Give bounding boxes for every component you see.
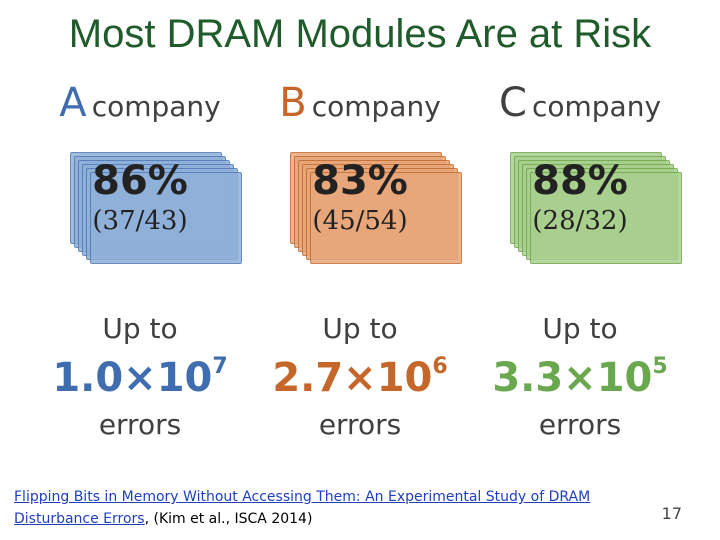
error-count-base: 1.0×10 bbox=[52, 355, 213, 401]
dram-module-icon bbox=[310, 172, 462, 264]
dram-modules-icon bbox=[290, 152, 462, 272]
up-to-label: Up to bbox=[102, 312, 178, 345]
dram-modules-icon bbox=[70, 152, 242, 272]
up-to-label: Up to bbox=[542, 312, 618, 345]
up-to-label: Up to bbox=[322, 312, 398, 345]
error-count: 2.7×106 bbox=[250, 353, 470, 401]
error-count: 1.0×107 bbox=[30, 353, 250, 401]
company-letter: B bbox=[279, 80, 307, 126]
errors-label: errors bbox=[318, 408, 402, 441]
slide-title: Most DRAM Modules Are at Risk bbox=[68, 12, 652, 56]
company-label: A company bbox=[30, 80, 250, 126]
errors-label: errors bbox=[538, 408, 622, 441]
vulnerable-percent: 88% bbox=[532, 158, 628, 204]
dram-module-icon bbox=[90, 172, 242, 264]
company-letter: C bbox=[498, 80, 527, 126]
page-number: 17 bbox=[661, 504, 682, 523]
company-label: C company bbox=[470, 80, 690, 126]
company-word: company bbox=[91, 90, 221, 123]
citation-suffix: , (Kim et al., ISCA 2014) bbox=[144, 511, 313, 527]
company-letter: A bbox=[59, 80, 87, 126]
vulnerable-fraction: (28/32) bbox=[532, 206, 628, 236]
error-count: 3.3×105 bbox=[470, 353, 690, 401]
dram-module-icon bbox=[530, 172, 682, 264]
error-count-exponent: 7 bbox=[212, 353, 228, 379]
paper-link[interactable]: Flipping Bits in Memory Without Accessin… bbox=[14, 489, 591, 527]
errors-label: errors bbox=[98, 408, 182, 441]
company-label: B company bbox=[250, 80, 470, 126]
vulnerable-fraction: (37/43) bbox=[92, 206, 188, 236]
vulnerable-percent: 86% bbox=[92, 158, 188, 204]
error-count-base: 3.3×10 bbox=[492, 355, 653, 401]
error-count-exponent: 6 bbox=[432, 353, 448, 379]
error-count-exponent: 5 bbox=[652, 353, 668, 379]
reference-citation: Flipping Bits in Memory Without Accessin… bbox=[14, 486, 654, 530]
vulnerable-fraction: (45/54) bbox=[312, 206, 408, 236]
vulnerable-percent: 83% bbox=[312, 158, 408, 204]
company-word: company bbox=[531, 90, 662, 123]
error-count-base: 2.7×10 bbox=[272, 355, 433, 401]
company-word: company bbox=[311, 90, 441, 123]
dram-modules-icon bbox=[510, 152, 682, 272]
